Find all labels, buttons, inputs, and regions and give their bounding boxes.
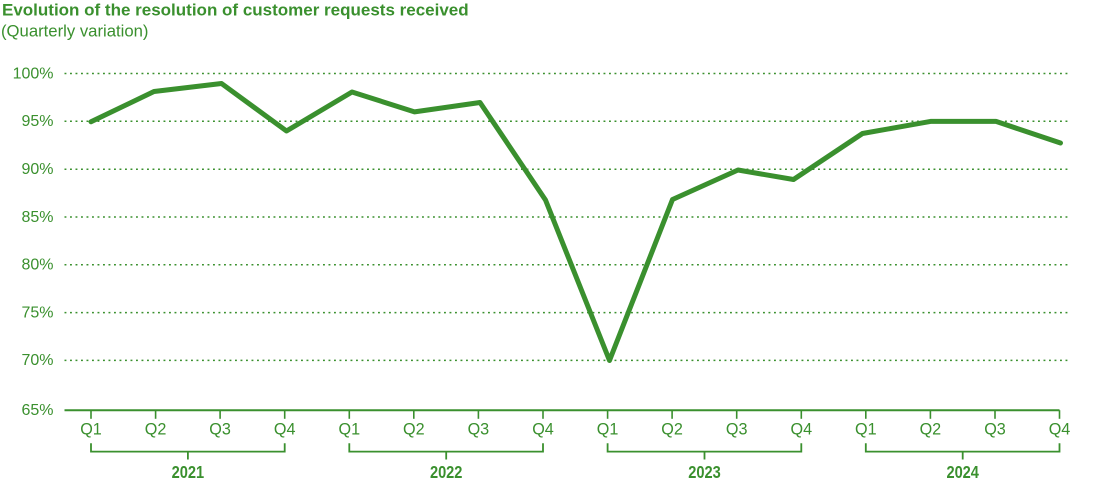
svg-text:Q3: Q3 xyxy=(726,421,748,439)
svg-text:2024: 2024 xyxy=(946,462,979,482)
svg-text:80%: 80% xyxy=(21,257,53,274)
svg-text:Q4: Q4 xyxy=(1049,421,1071,439)
svg-text:Q1: Q1 xyxy=(597,421,619,439)
svg-text:100%: 100% xyxy=(13,65,54,82)
svg-text:Evolution of the resolution of: Evolution of the resolution of customer … xyxy=(2,1,469,20)
svg-text:2022: 2022 xyxy=(430,462,463,482)
svg-text:75%: 75% xyxy=(21,304,53,321)
svg-text:85%: 85% xyxy=(21,209,53,226)
svg-text:Q4: Q4 xyxy=(532,421,554,439)
svg-text:65%: 65% xyxy=(21,402,53,419)
svg-text:Q4: Q4 xyxy=(790,421,812,439)
svg-text:2023: 2023 xyxy=(688,462,721,482)
svg-text:Q3: Q3 xyxy=(468,421,490,439)
svg-text:2021: 2021 xyxy=(172,462,205,482)
svg-text:70%: 70% xyxy=(21,352,53,369)
svg-text:Q3: Q3 xyxy=(209,421,231,439)
svg-text:90%: 90% xyxy=(21,161,53,178)
svg-text:Q1: Q1 xyxy=(855,421,877,439)
svg-text:Q4: Q4 xyxy=(274,421,296,439)
svg-text:Q2: Q2 xyxy=(920,421,942,439)
svg-text:Q3: Q3 xyxy=(984,421,1006,439)
svg-text:(Quarterly variation): (Quarterly variation) xyxy=(1,22,148,41)
svg-text:95%: 95% xyxy=(21,113,53,130)
svg-text:Q2: Q2 xyxy=(661,421,683,439)
svg-text:Q1: Q1 xyxy=(338,421,360,439)
svg-text:Q2: Q2 xyxy=(145,421,167,439)
svg-text:Q1: Q1 xyxy=(80,421,102,439)
svg-text:Q2: Q2 xyxy=(403,421,425,439)
